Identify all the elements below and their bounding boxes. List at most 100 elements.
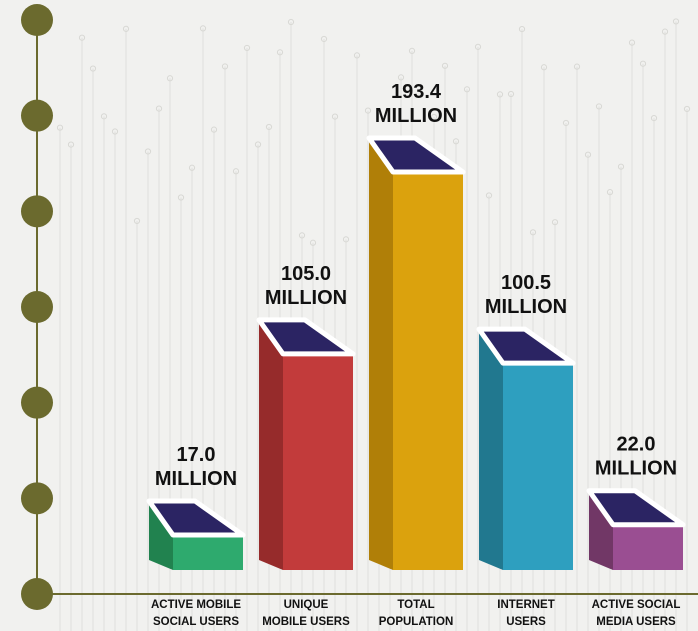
background-dot	[177, 194, 185, 201]
background-dot	[166, 75, 174, 82]
background-dot	[452, 138, 460, 145]
background-dot	[672, 18, 680, 25]
axis-node	[21, 386, 53, 419]
value-label: 105.0	[281, 263, 331, 285]
background-dot	[650, 114, 658, 122]
category-label-line2: POPULATION	[379, 616, 454, 628]
background-dot	[287, 18, 295, 26]
background-dot	[584, 151, 592, 158]
background-dot	[221, 63, 229, 70]
chart-axes	[21, 4, 698, 610]
background-dot	[100, 113, 108, 120]
background-dot	[661, 28, 669, 35]
background-dot	[617, 163, 625, 170]
bar	[146, 498, 246, 570]
background-dot	[683, 105, 691, 113]
background-dot	[309, 239, 317, 246]
bar-top-face	[476, 326, 576, 366]
background-dot	[551, 219, 559, 226]
bar-front-face	[613, 524, 683, 570]
value-label: 193.4	[391, 81, 442, 103]
axis-node	[21, 4, 53, 36]
category-label-line2: USERS	[506, 616, 546, 628]
axis-node	[21, 482, 53, 515]
background-dot	[353, 52, 361, 59]
background-dot	[639, 60, 647, 67]
category-label: ACTIVE MOBILE	[151, 599, 241, 611]
bar-top-face	[366, 135, 466, 175]
background-dot	[397, 74, 405, 81]
bar-side-face	[259, 323, 283, 570]
background-dot	[56, 124, 64, 131]
background-dot	[155, 105, 163, 112]
value-unit-label: MILLION	[595, 458, 677, 480]
background-dot	[199, 25, 207, 32]
background-dot	[441, 62, 449, 69]
value-label: 22.0	[617, 434, 656, 456]
background-dot	[342, 236, 350, 243]
bar-front-face	[503, 363, 573, 570]
bar-side-face	[589, 494, 613, 570]
value-unit-label: MILLION	[155, 468, 237, 490]
category-label-line2: SOCIAL USERS	[153, 616, 239, 628]
background-dot	[562, 119, 570, 127]
background-dot	[320, 35, 328, 43]
bar	[366, 135, 466, 570]
background-dot	[540, 64, 548, 71]
value-unit-label: MILLION	[265, 287, 347, 309]
background-dot	[243, 44, 251, 52]
background-dot	[265, 123, 273, 131]
background-dot	[408, 47, 416, 54]
bar-top-face	[256, 317, 356, 357]
background-dot	[78, 34, 86, 41]
background-dot	[573, 63, 581, 70]
value-label: 100.5	[501, 272, 551, 294]
value-label: 17.0	[177, 444, 216, 466]
background-dot	[430, 113, 438, 121]
axis-node	[21, 291, 53, 323]
bar-top-face	[586, 488, 686, 528]
category-label-line2: MOBILE USERS	[262, 616, 350, 628]
background-dot	[496, 91, 504, 98]
background-dot	[298, 232, 306, 239]
axis-node	[21, 99, 53, 132]
background-dot	[485, 192, 493, 199]
bar-side-face	[369, 142, 393, 570]
background-dot	[144, 148, 152, 155]
background-dot	[232, 168, 240, 175]
background-dot	[364, 107, 372, 114]
background-dot	[331, 113, 339, 120]
background-dot	[529, 229, 537, 236]
bar-top-face	[146, 498, 246, 538]
axis-node	[21, 578, 53, 610]
value-unit-label: MILLION	[485, 296, 567, 318]
background-dot	[89, 65, 97, 72]
background-dot	[133, 217, 141, 225]
category-label: UNIQUE	[284, 599, 329, 611]
bar-side-face	[149, 505, 173, 570]
category-label-line2: MEDIA USERS	[596, 616, 676, 628]
background-dot	[188, 164, 196, 171]
background-dot	[507, 90, 515, 98]
background-dot	[111, 128, 119, 135]
background-dot	[210, 126, 218, 133]
background-dot	[474, 43, 482, 50]
bar	[256, 317, 356, 570]
background-dot	[628, 39, 636, 46]
category-label: ACTIVE SOCIAL	[592, 599, 681, 611]
bar	[586, 488, 686, 570]
background-dot	[606, 189, 614, 196]
background-dot	[122, 25, 130, 32]
bar	[476, 326, 576, 570]
background-dot	[276, 49, 284, 56]
bar-side-face	[479, 333, 503, 570]
bar-front-face	[173, 535, 243, 570]
background-dot	[67, 141, 75, 148]
background-dot	[595, 103, 603, 110]
background-dot	[254, 141, 262, 148]
background-dot	[463, 86, 471, 93]
axis-node	[21, 195, 53, 228]
category-label: INTERNET	[497, 599, 555, 611]
